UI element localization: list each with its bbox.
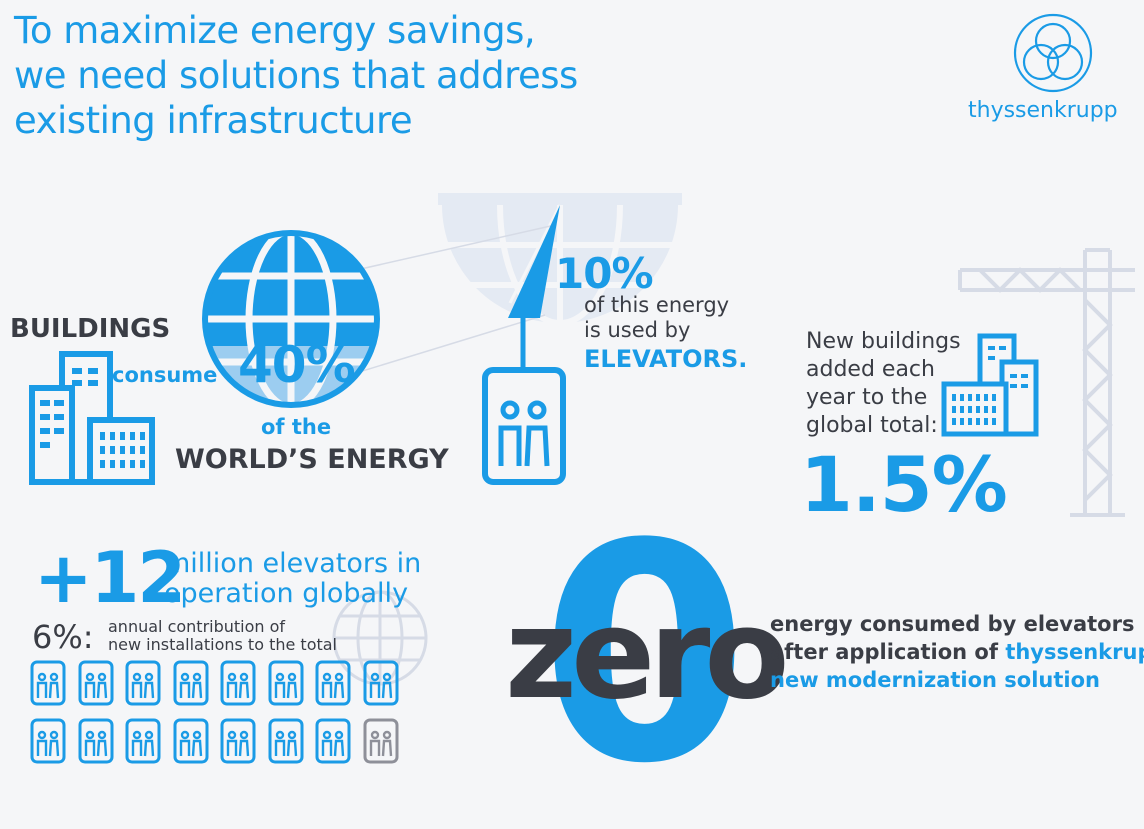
new-buildings-percent: 1.5% (800, 440, 1008, 529)
buildings-verb: consume (112, 363, 218, 387)
elevator-count-number: +12 (34, 537, 186, 619)
elevator-count-line-1: million elevators in (164, 548, 422, 579)
zero-word: zero (505, 583, 790, 727)
elevator-unit-icon (125, 718, 161, 764)
elevator-unit-icon (173, 660, 208, 706)
elevator-icon-grid (30, 660, 410, 768)
elevators-line-2: is used by (584, 318, 691, 342)
buildings-label: BUILDINGS (10, 314, 171, 344)
zero-brand: thyssenkrupp’s (1005, 640, 1144, 664)
zero-line-1: energy consumed by elevators (770, 612, 1135, 636)
elevator-count-line-2: operation globally (164, 578, 409, 609)
elevator-unit-icon (363, 718, 398, 764)
title-line-3: existing infrastructure (14, 99, 413, 142)
zero-text: energy consumed by elevators after appli… (770, 610, 1144, 694)
elevator-unit-icon (315, 718, 351, 764)
of-the-label: of the (261, 415, 332, 439)
elevator-unit-icon (30, 660, 66, 706)
elevator-icon (482, 367, 566, 485)
installations-share: 6%: (32, 618, 94, 656)
new-buildings-line-1: New buildings (806, 329, 961, 354)
thyssenkrupp-rings-logo-icon (1013, 13, 1093, 93)
faded-globe-icon (430, 193, 690, 325)
elevator-unit-icon (315, 660, 351, 706)
title-line-2: we need solutions that address (14, 54, 578, 97)
title-line-1: To maximize energy savings, (14, 9, 536, 52)
buildings-icon (29, 351, 155, 485)
small-faded-globe-icon (332, 590, 428, 686)
elevator-unit-icon (268, 718, 303, 764)
zero-digit: 0 (540, 480, 749, 829)
installations-line-2: new installations to the total (108, 635, 337, 654)
zero-line-3: new modernization solution (770, 668, 1101, 692)
elevator-unit-icon (268, 660, 303, 706)
elevator-unit-icon (30, 718, 66, 764)
brand-name: thyssenkrupp (968, 98, 1118, 123)
globe-icon (202, 230, 380, 408)
elevators-line-1: of this energy (584, 293, 730, 317)
elevator-unit-icon (78, 660, 113, 706)
zero-line-2-prefix: after application of (770, 640, 1006, 664)
elevator-unit-icon (173, 718, 208, 764)
new-buildings-text: New buildings added each year to the glo… (806, 328, 961, 440)
worlds-energy-label: WORLD’S ENERGY (175, 444, 449, 475)
crane-icon (958, 248, 1135, 517)
installations-line-1: annual contribution of (108, 617, 286, 636)
elevator-unit-icon (220, 660, 256, 706)
elevator-unit-icon (220, 718, 256, 764)
new-buildings-line-3: year to the (806, 385, 928, 410)
elevator-unit-icon (363, 660, 398, 706)
new-buildings-line-4: global total: (806, 413, 938, 438)
elevators-label: ELEVATORS. (584, 345, 748, 373)
buildings-percent: 40% (238, 336, 356, 394)
zero-line-2: after application of thyssenkrupp’s (770, 638, 1144, 666)
elevator-unit-icon (125, 660, 161, 706)
ten-percent-wedge (508, 205, 560, 318)
new-buildings-icon (941, 333, 1039, 437)
new-buildings-line-2: added each (806, 357, 935, 382)
elevators-percent: 10% (555, 249, 654, 298)
elevator-unit-icon (78, 718, 113, 764)
page-title: To maximize energy savings, we need solu… (14, 8, 634, 143)
